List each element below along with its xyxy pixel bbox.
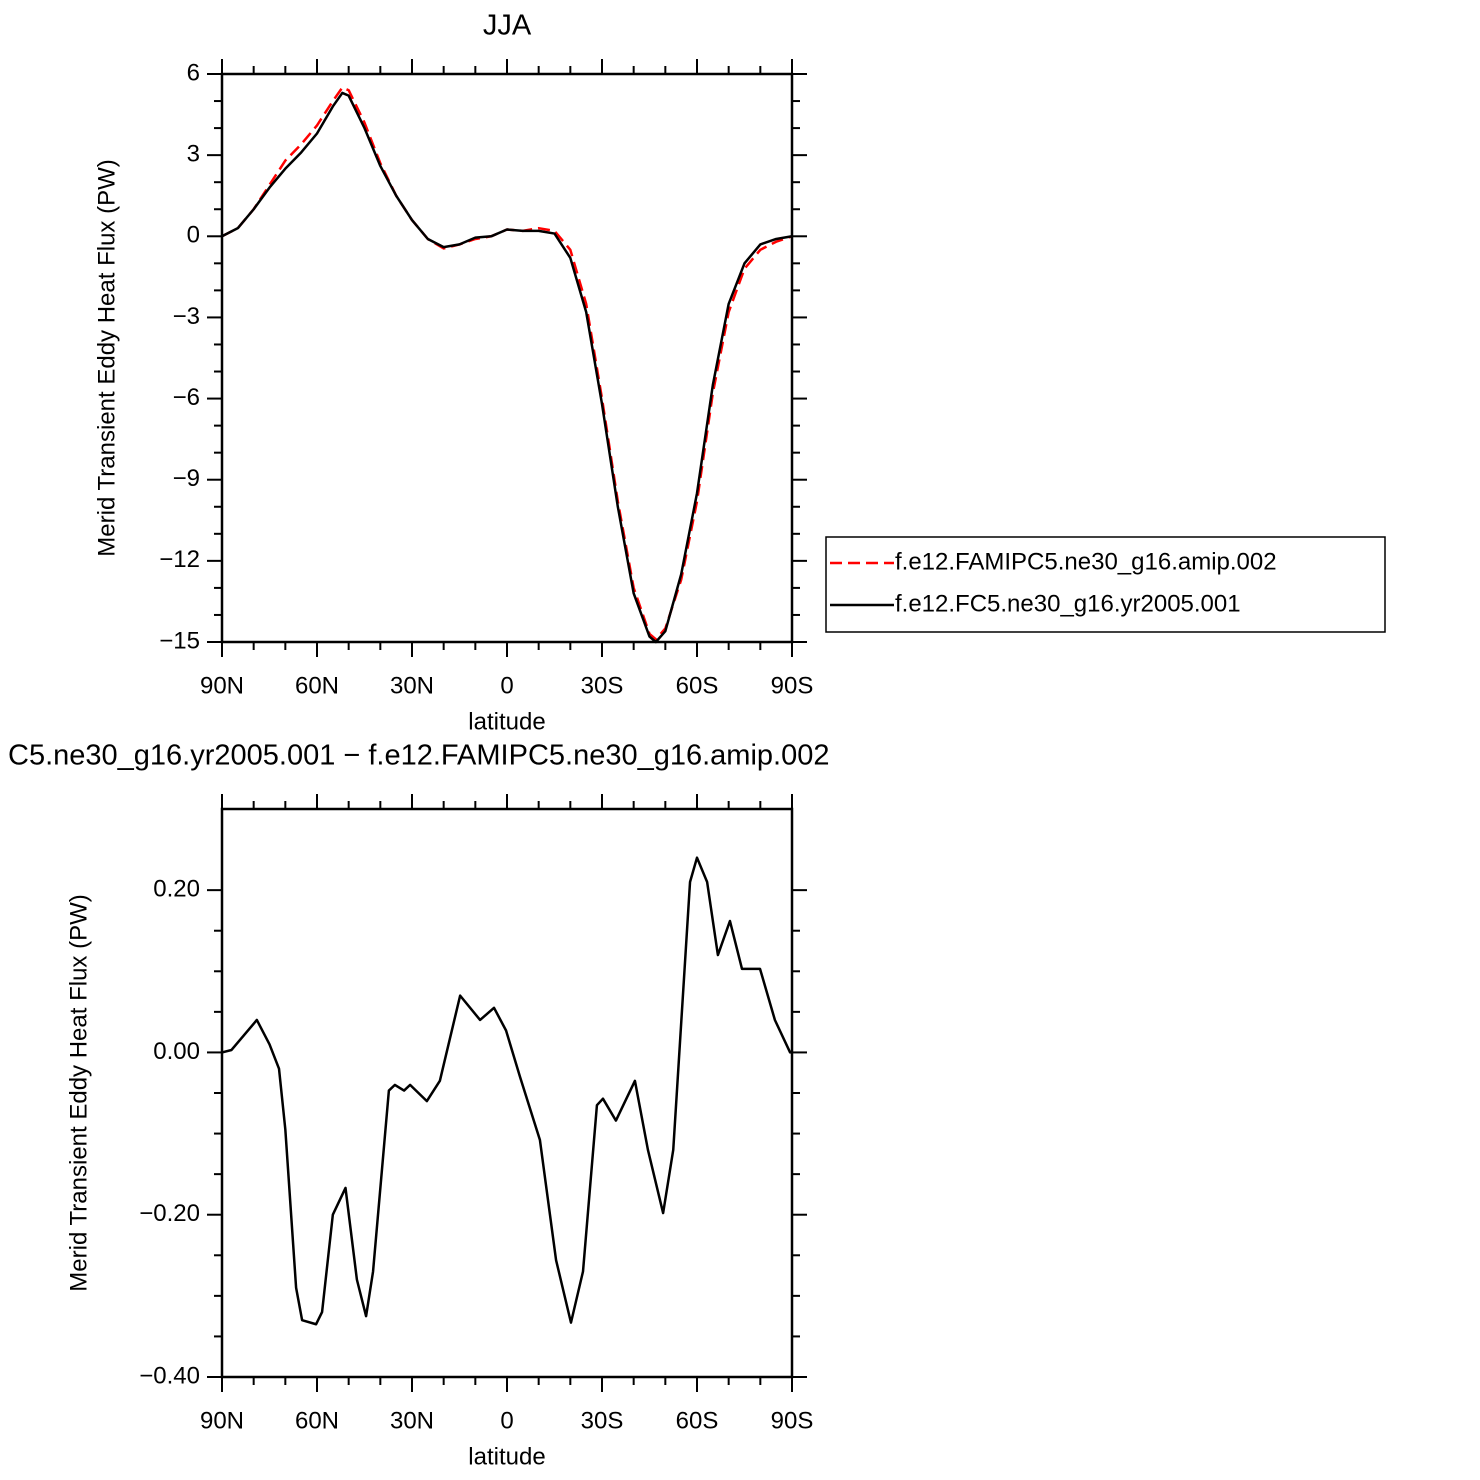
x-tick-label: 60S: [676, 1407, 719, 1434]
y-tick-label: −9: [173, 465, 200, 492]
y-tick-label: −12: [159, 546, 200, 573]
data-line: [221, 91, 793, 644]
legend-label: f.e12.FC5.ne30_g16.yr2005.001: [895, 590, 1241, 617]
x-tick-label: 60N: [295, 1407, 339, 1434]
y-tick-label: 3: [187, 140, 200, 167]
x-tick-label: 30N: [390, 1407, 434, 1434]
x-tick-label: 30S: [581, 1407, 624, 1434]
y-axis-label: Merid Transient Eddy Heat Flux (PW): [65, 894, 92, 1291]
legend-label: f.e12.FAMIPC5.ne30_g16.amip.002: [895, 548, 1277, 575]
x-tick-label: 0: [500, 1407, 513, 1434]
x-tick-label: 60S: [676, 672, 719, 699]
chart-title: JJA: [483, 10, 532, 42]
x-tick-label: 30N: [390, 672, 434, 699]
plot-frame: [220, 72, 794, 644]
chart-title: C5.ne30_g16.yr2005.001 − f.e12.FAMIPC5.n…: [8, 740, 829, 772]
x-tick-label: 30S: [581, 672, 624, 699]
x-axis-label: latitude: [468, 708, 545, 735]
x-tick-label: 90S: [771, 1407, 814, 1434]
data-line: [221, 856, 792, 1326]
x-axis-label: latitude: [468, 1443, 545, 1470]
y-tick-label: −15: [159, 627, 200, 654]
y-tick-label: −3: [173, 303, 200, 330]
x-tick-label: 90N: [200, 1407, 244, 1434]
y-tick-label: −6: [173, 384, 200, 411]
y-tick-label: 0.00: [153, 1038, 200, 1065]
x-tick-label: 90S: [771, 672, 814, 699]
y-axis-label: Merid Transient Eddy Heat Flux (PW): [93, 159, 120, 556]
legend-box: [825, 536, 1386, 633]
x-tick-label: 60N: [295, 672, 339, 699]
y-tick-label: 0: [187, 222, 200, 249]
x-tick-label: 90N: [200, 672, 244, 699]
data-line: [221, 86, 793, 641]
plot-frame: [220, 807, 794, 1379]
y-tick-label: −0.20: [139, 1200, 200, 1227]
y-tick-label: 0.20: [153, 875, 200, 902]
y-tick-label: −0.40: [139, 1362, 200, 1389]
y-tick-label: 6: [187, 59, 200, 86]
x-tick-label: 0: [500, 672, 513, 699]
